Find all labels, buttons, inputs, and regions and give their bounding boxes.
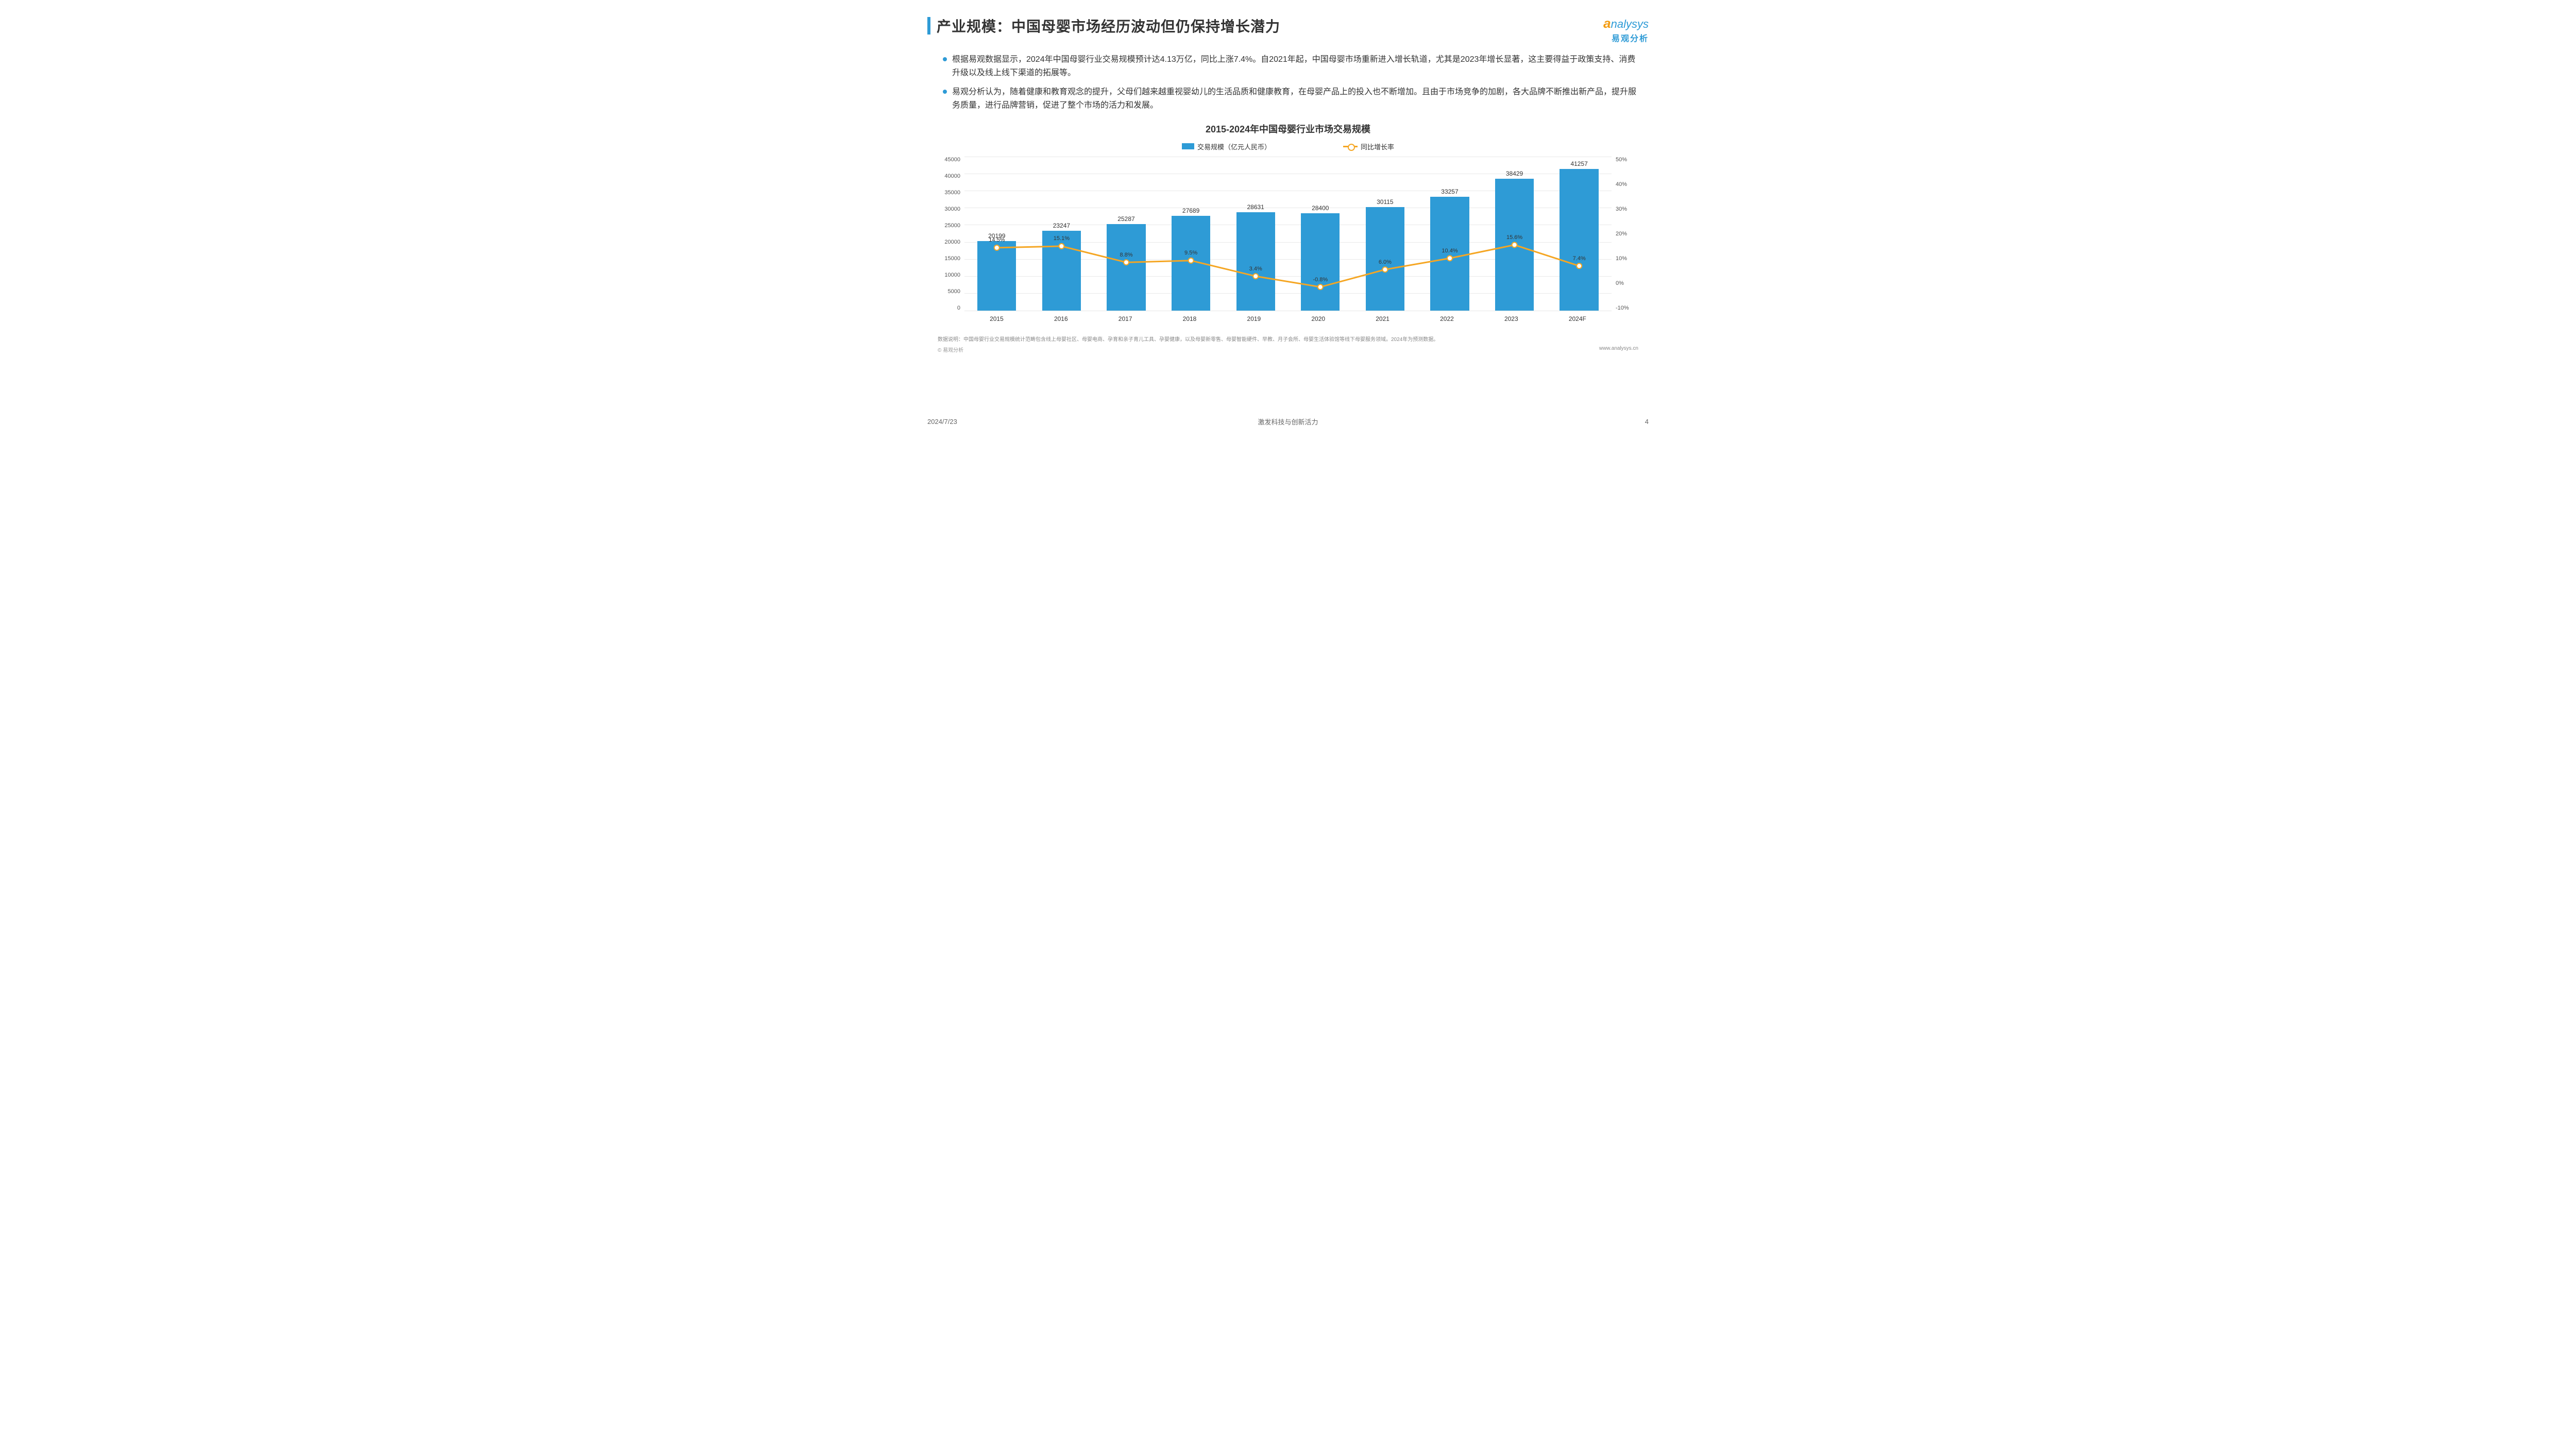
source-url: www.analysys.cn [1599, 345, 1638, 352]
x-tick: 2015 [990, 315, 1004, 327]
x-tick: 2022 [1440, 315, 1454, 327]
legend-line: 同比增长率 [1343, 142, 1394, 151]
y2-tick: 40% [1616, 181, 1638, 187]
chart-legend: 交易规模（亿元人民币） 同比增长率 [927, 142, 1649, 151]
bar-column: 41257 [1547, 157, 1612, 311]
x-tick: 2017 [1118, 315, 1132, 327]
bar [1042, 231, 1081, 310]
page-title: 产业规模：中国母婴市场经历波动但仍保持增长潜力 [937, 15, 1280, 36]
bar-column: 27689 [1159, 157, 1224, 311]
growth-rate-label: -0.8% [1313, 277, 1328, 283]
bar-value-label: 30115 [1377, 198, 1393, 206]
bullet-item: 根据易观数据显示，2024年中国母婴行业交易规模预计达4.13万亿，同比上涨7.… [943, 53, 1643, 80]
y1-tick: 10000 [938, 272, 960, 278]
growth-rate-label: 8.8% [1120, 252, 1132, 258]
growth-rate-label: 9.5% [1184, 250, 1197, 256]
growth-rate-label: 15.1% [1054, 235, 1070, 242]
y1-tick: 45000 [938, 157, 960, 163]
bar [1495, 179, 1534, 310]
y2-tick: 50% [1616, 157, 1638, 163]
title-accent-bar [927, 17, 930, 35]
x-tick: 2024F [1569, 315, 1586, 327]
y2-tick: 0% [1616, 280, 1638, 286]
y1-tick: 0 [938, 305, 960, 311]
bullet-text: 根据易观数据显示，2024年中国母婴行业交易规模预计达4.13万亿，同比上涨7.… [952, 53, 1643, 80]
bullet-dot-icon [943, 57, 947, 61]
growth-rate-label: 3.4% [1249, 266, 1262, 272]
plot-area: 20199 23247 25287 27689 28631 28400 30115 33257… [964, 157, 1612, 311]
bar-swatch [1182, 143, 1194, 149]
bar-value-label: 33257 [1441, 188, 1458, 195]
bar [1236, 212, 1275, 310]
y-axis-left: 45000 40000 35000 30000 25000 20000 15000 10000… [938, 157, 963, 311]
bar-column: 30115 [1353, 157, 1418, 311]
bar [1560, 169, 1598, 310]
bar-column: 20199 [964, 157, 1029, 311]
y1-tick: 5000 [938, 288, 960, 295]
bar-column: 25287 [1094, 157, 1159, 311]
bullet-list: 根据易观数据显示，2024年中国母婴行业交易规模预计达4.13万亿，同比上涨7.… [943, 53, 1643, 113]
bar-column: 28631 [1223, 157, 1288, 311]
bullet-item: 易观分析认为，随着健康和教育观念的提升，父母们越来越重视婴幼儿的生活品质和健康教… [943, 86, 1643, 113]
bar [1107, 224, 1145, 311]
bar [1301, 213, 1340, 311]
y1-tick: 35000 [938, 190, 960, 196]
growth-rate-label: 10.4% [1442, 248, 1458, 254]
bar-value-label: 23247 [1053, 222, 1070, 229]
chart-title: 2015-2024年中国母婴行业市场交易规模 [927, 122, 1649, 135]
legend-bar: 交易规模（亿元人民币） [1182, 142, 1271, 151]
bar [1172, 216, 1210, 311]
y2-tick: -10% [1616, 305, 1638, 311]
data-footnote: 数据说明：中国母婴行业交易规模统计范畴包含线上母婴社区、母婴电商、孕育和亲子育儿… [938, 336, 1638, 344]
footer-tagline: 激发科技与创新活力 [1258, 417, 1318, 427]
y2-tick: 30% [1616, 206, 1638, 212]
line-swatch [1343, 146, 1358, 147]
bar [977, 241, 1016, 310]
bar-column: 33257 [1417, 157, 1482, 311]
y1-tick: 20000 [938, 239, 960, 245]
footer-date: 2024/7/23 [927, 418, 957, 425]
x-tick: 2020 [1311, 315, 1325, 327]
y1-tick: 30000 [938, 206, 960, 212]
bar-value-label: 28400 [1312, 204, 1329, 212]
growth-rate-label: 7.4% [1573, 255, 1586, 262]
page-number: 4 [1645, 418, 1649, 425]
x-tick: 2021 [1376, 315, 1389, 327]
bar-value-label: 38429 [1506, 170, 1523, 177]
x-tick: 2018 [1183, 315, 1197, 327]
bars-container: 20199 23247 25287 27689 28631 28400 30115 33257… [964, 157, 1612, 311]
bar-column: 38429 [1482, 157, 1547, 311]
bar-column: 23247 [1029, 157, 1094, 311]
x-tick: 2019 [1247, 315, 1261, 327]
bar-value-label: 25287 [1117, 215, 1134, 223]
bullet-dot-icon [943, 90, 947, 94]
bullet-text: 易观分析认为，随着健康和教育观念的提升，父母们越来越重视婴幼儿的生活品质和健康教… [952, 86, 1643, 113]
x-axis: 2015 2016 2017 2018 2019 2020 2021 2022 2023 2024… [964, 312, 1612, 327]
bar-value-label: 27689 [1182, 207, 1199, 214]
combo-chart: 45000 40000 35000 30000 25000 20000 15000 10000… [938, 157, 1638, 327]
copyright: © 易观分析 [938, 346, 963, 353]
bar-value-label: 28631 [1247, 203, 1264, 211]
growth-rate-label: 14.5% [989, 237, 1005, 243]
y-axis-right: 50% 40% 30% 20% 10% 0% -10% [1613, 157, 1638, 311]
y2-tick: 20% [1616, 231, 1638, 237]
y2-tick: 10% [1616, 255, 1638, 262]
y1-tick: 40000 [938, 173, 960, 179]
y1-tick: 25000 [938, 223, 960, 229]
growth-rate-label: 15.6% [1506, 234, 1522, 241]
growth-rate-label: 6.0% [1379, 259, 1392, 265]
bar-column: 28400 [1288, 157, 1353, 311]
x-tick: 2016 [1054, 315, 1068, 327]
bar-value-label: 41257 [1570, 160, 1587, 167]
analysys-logo: analysys 易观分析 [1603, 15, 1649, 44]
y1-tick: 15000 [938, 255, 960, 262]
x-tick: 2023 [1504, 315, 1518, 327]
